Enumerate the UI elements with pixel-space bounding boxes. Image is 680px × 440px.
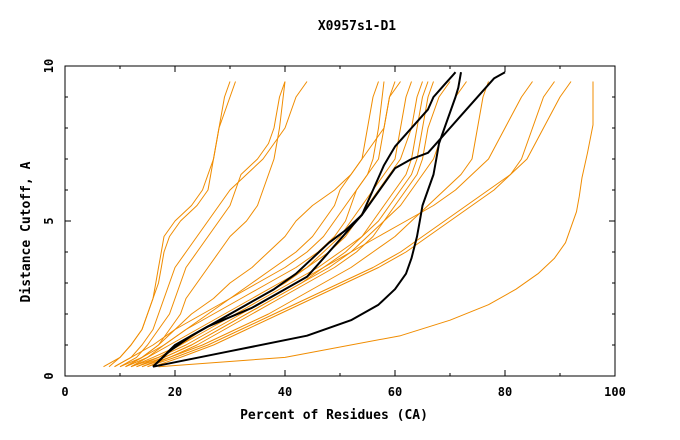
series-line-model-17 [147,81,572,368]
y-tick-label: 10 [42,59,56,73]
series-line-model-9 [125,81,423,368]
y-tick-label: 0 [42,372,56,379]
series-line-model-7 [130,81,401,368]
series-line-highlight-3 [152,71,506,368]
chart-title: X0957s1-D1 [318,19,396,34]
series-line-model-4 [119,81,286,368]
series-line-model-5 [125,81,379,368]
x-tick-label: 0 [61,385,68,399]
x-tick-label: 40 [278,385,292,399]
series-line-model-13 [136,81,467,368]
x-tick-label: 80 [498,385,512,399]
series-line-model-15 [130,81,533,368]
x-tick-label: 60 [388,385,402,399]
series-line-model-20 [114,81,385,368]
series-line-model-12 [147,81,451,368]
y-tick-label: 5 [42,217,56,224]
series-line-highlight-2 [152,72,462,368]
y-axis-label: Distance Cutoff, A [19,161,34,302]
series-line-model-3 [114,81,308,368]
plot-frame [64,65,616,377]
x-tick-label: 20 [168,385,182,399]
x-tick-label: 100 [604,385,626,399]
ticks-layer: 0 20 40 60 80 100 0 5 10 [42,59,626,399]
series-line-model-14 [141,81,489,368]
series-layer [103,71,594,368]
series-line-model-19 [125,81,286,368]
x-axis-label: Percent of Residues (CA) [240,408,428,423]
series-line-model-18 [158,81,594,368]
series-line-model-16 [152,81,555,368]
series-line-model-11 [130,81,434,368]
series-line-model-2 [108,81,231,368]
series-line-highlight-1 [152,71,457,368]
